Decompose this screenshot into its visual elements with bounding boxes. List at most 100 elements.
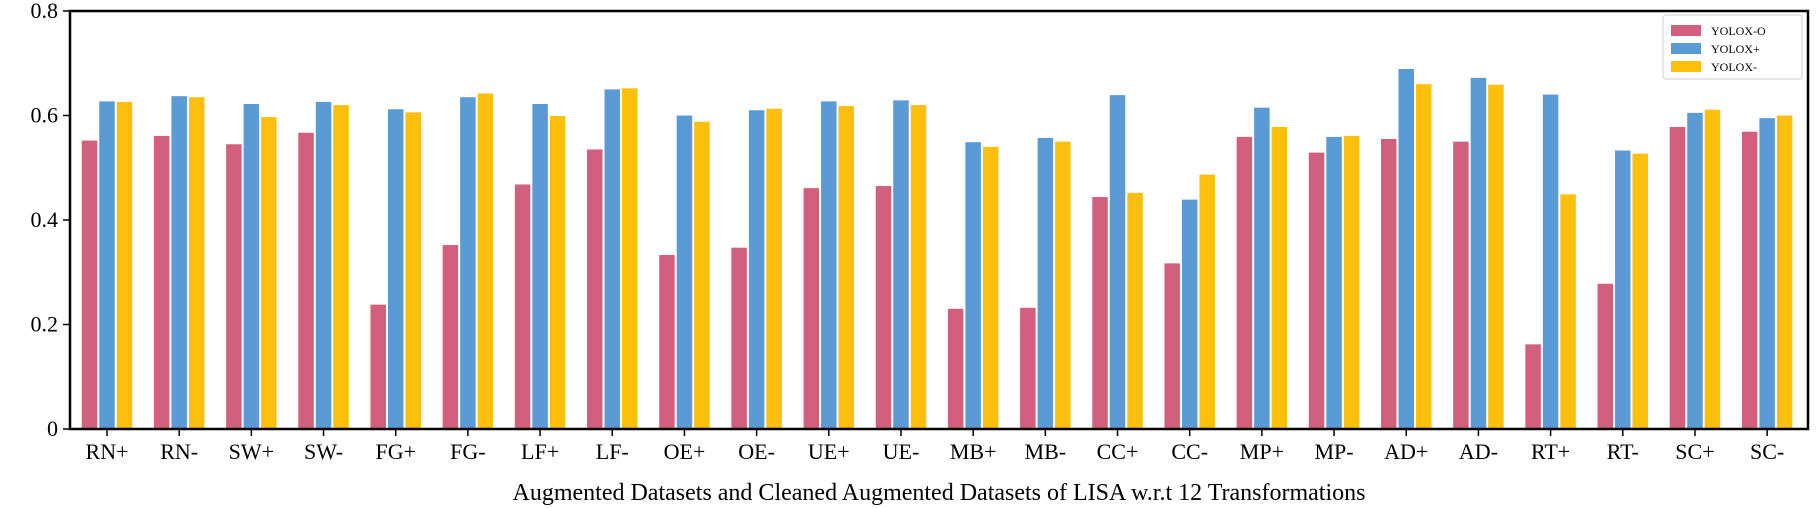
x-tick-label: OE- bbox=[738, 439, 775, 464]
legend: YOLOX-O YOLOX+ YOLOX- bbox=[1662, 14, 1803, 80]
bar-yolox--scplus bbox=[1687, 112, 1703, 429]
bar-yolox-o-mpplus bbox=[1236, 136, 1253, 430]
bars-group bbox=[81, 68, 1793, 430]
x-tick-label: SW+ bbox=[229, 439, 274, 464]
bar-yolox-o-scminus bbox=[1741, 131, 1758, 429]
bar-yolox--oeplus bbox=[694, 121, 710, 430]
bar-yolox--swminus bbox=[315, 101, 332, 429]
x-tick-label: SW- bbox=[304, 439, 343, 464]
bar-yolox--fgplus bbox=[387, 109, 404, 429]
bar-yolox--mbplus bbox=[965, 142, 981, 429]
legend-label: YOLOX- bbox=[1711, 60, 1757, 74]
legend-swatch bbox=[1671, 43, 1701, 54]
x-tick-label: RN+ bbox=[86, 439, 129, 464]
x-tick-label: FG- bbox=[450, 439, 485, 464]
bar-yolox--fgplus bbox=[405, 112, 421, 430]
bar-yolox--scminus bbox=[1776, 115, 1793, 429]
bar-yolox--ueminus bbox=[893, 100, 909, 429]
x-tick-label: SC+ bbox=[1675, 439, 1714, 464]
y-tick-label: 0.2 bbox=[31, 312, 59, 337]
x-tick-label: AD- bbox=[1459, 439, 1498, 464]
x-axis: RN+ RN- SW+ SW- FG+ FG- LF+ LF- OE+ OE- UE+ UE- MB+ M… bbox=[86, 429, 1784, 464]
y-tick-label: 0 bbox=[47, 416, 58, 441]
bar-yolox--mpminus bbox=[1343, 135, 1360, 429]
bar-yolox--rnplus bbox=[99, 101, 115, 429]
bar-yolox--rnminus bbox=[171, 96, 187, 429]
bar-yolox--mpplus bbox=[1254, 107, 1270, 429]
bar-yolox--mbminus bbox=[1055, 141, 1071, 429]
bar-yolox-o-ueplus bbox=[803, 188, 820, 429]
x-tick-label: LF+ bbox=[521, 439, 559, 464]
x-tick-label: LF- bbox=[596, 439, 629, 464]
bar-yolox--adminus bbox=[1470, 77, 1487, 429]
x-axis-label: Augmented Datasets and Cleaned Augmented… bbox=[513, 480, 1366, 506]
legend-swatch bbox=[1671, 25, 1701, 36]
bar-yolox--swplus bbox=[243, 104, 260, 429]
bar-yolox-o-lfminus bbox=[587, 149, 603, 429]
bar-yolox--lfplus bbox=[532, 104, 548, 429]
x-tick-label: MP- bbox=[1314, 439, 1353, 464]
bar-yolox--oeplus bbox=[676, 115, 693, 429]
bar-yolox-o-fgminus bbox=[442, 245, 459, 429]
bar-yolox-o-rnminus bbox=[153, 135, 170, 429]
bar-yolox--adminus bbox=[1488, 84, 1504, 430]
x-tick-label: FG+ bbox=[375, 439, 416, 464]
bar-yolox-o-adminus bbox=[1453, 141, 1469, 429]
legend-swatch bbox=[1671, 61, 1701, 72]
bar-yolox--ccminus bbox=[1199, 174, 1215, 429]
bar-yolox--scminus bbox=[1759, 118, 1775, 430]
bar-yolox--lfminus bbox=[604, 89, 621, 429]
y-tick-label: 0.4 bbox=[31, 207, 59, 232]
bar-yolox--rnplus bbox=[116, 101, 133, 429]
bar-yolox--ccminus bbox=[1181, 199, 1198, 429]
bar-yolox--lfminus bbox=[622, 88, 638, 429]
bar-yolox-o-rtminus bbox=[1597, 283, 1614, 429]
x-tick-label: CC+ bbox=[1097, 439, 1139, 464]
bar-yolox-o-mpminus bbox=[1308, 152, 1325, 429]
y-axis: 0 0.2 0.4 0.6 0.8 bbox=[31, 0, 70, 441]
bar-yolox-o-oeplus bbox=[659, 255, 675, 429]
x-tick-label: SC- bbox=[1750, 439, 1784, 464]
y-tick-label: 0.6 bbox=[31, 103, 59, 128]
bar-yolox--mbplus bbox=[982, 146, 999, 429]
bar-yolox-o-adplus bbox=[1380, 139, 1397, 429]
plot-frame bbox=[68, 9, 1810, 431]
x-tick-label: MP+ bbox=[1240, 439, 1284, 464]
bar-yolox--ueplus bbox=[838, 106, 855, 429]
bar-yolox-o-rtplus bbox=[1525, 344, 1541, 429]
bar-yolox--oeminus bbox=[748, 110, 765, 430]
bar-yolox-o-scplus bbox=[1669, 126, 1686, 430]
bar-yolox-o-ccminus bbox=[1164, 263, 1180, 429]
bar-yolox--ueminus bbox=[910, 105, 927, 430]
legend-label: YOLOX+ bbox=[1711, 42, 1760, 56]
bar-yolox--swminus bbox=[333, 105, 349, 430]
bar-yolox--adplus bbox=[1415, 84, 1432, 430]
x-tick-label: RT+ bbox=[1531, 439, 1570, 464]
bar-yolox--rtminus bbox=[1632, 153, 1649, 429]
bar-yolox--fgminus bbox=[477, 93, 494, 430]
x-tick-label: CC- bbox=[1171, 439, 1208, 464]
bar-yolox-o-swplus bbox=[226, 144, 242, 430]
x-tick-label: UE+ bbox=[808, 439, 850, 464]
bar-yolox-o-oeminus bbox=[731, 247, 747, 429]
x-tick-label: OE+ bbox=[664, 439, 706, 464]
x-tick-label: RT- bbox=[1607, 439, 1639, 464]
x-tick-label: MB+ bbox=[950, 439, 997, 464]
bar-yolox--scplus bbox=[1704, 109, 1721, 429]
bar-yolox-o-fgplus bbox=[370, 304, 386, 429]
bar-yolox--mbminus bbox=[1037, 137, 1054, 429]
bar-yolox-o-ccplus bbox=[1092, 197, 1108, 429]
bar-yolox--ueplus bbox=[821, 101, 837, 429]
y-tick-label: 0.8 bbox=[31, 0, 59, 23]
bar-yolox-o-mbplus bbox=[947, 308, 964, 429]
bar-yolox-o-mbminus bbox=[1020, 307, 1036, 429]
bar-yolox--rtplus bbox=[1542, 94, 1559, 429]
bar-yolox--rtminus bbox=[1615, 150, 1631, 429]
x-tick-label: UE- bbox=[883, 439, 920, 464]
bar-yolox-o-swminus bbox=[298, 132, 314, 429]
x-tick-label: MB- bbox=[1025, 439, 1067, 464]
bar-yolox--oeminus bbox=[766, 108, 782, 430]
bar-yolox--swplus bbox=[261, 117, 277, 429]
bar-yolox-o-ueminus bbox=[875, 186, 892, 429]
